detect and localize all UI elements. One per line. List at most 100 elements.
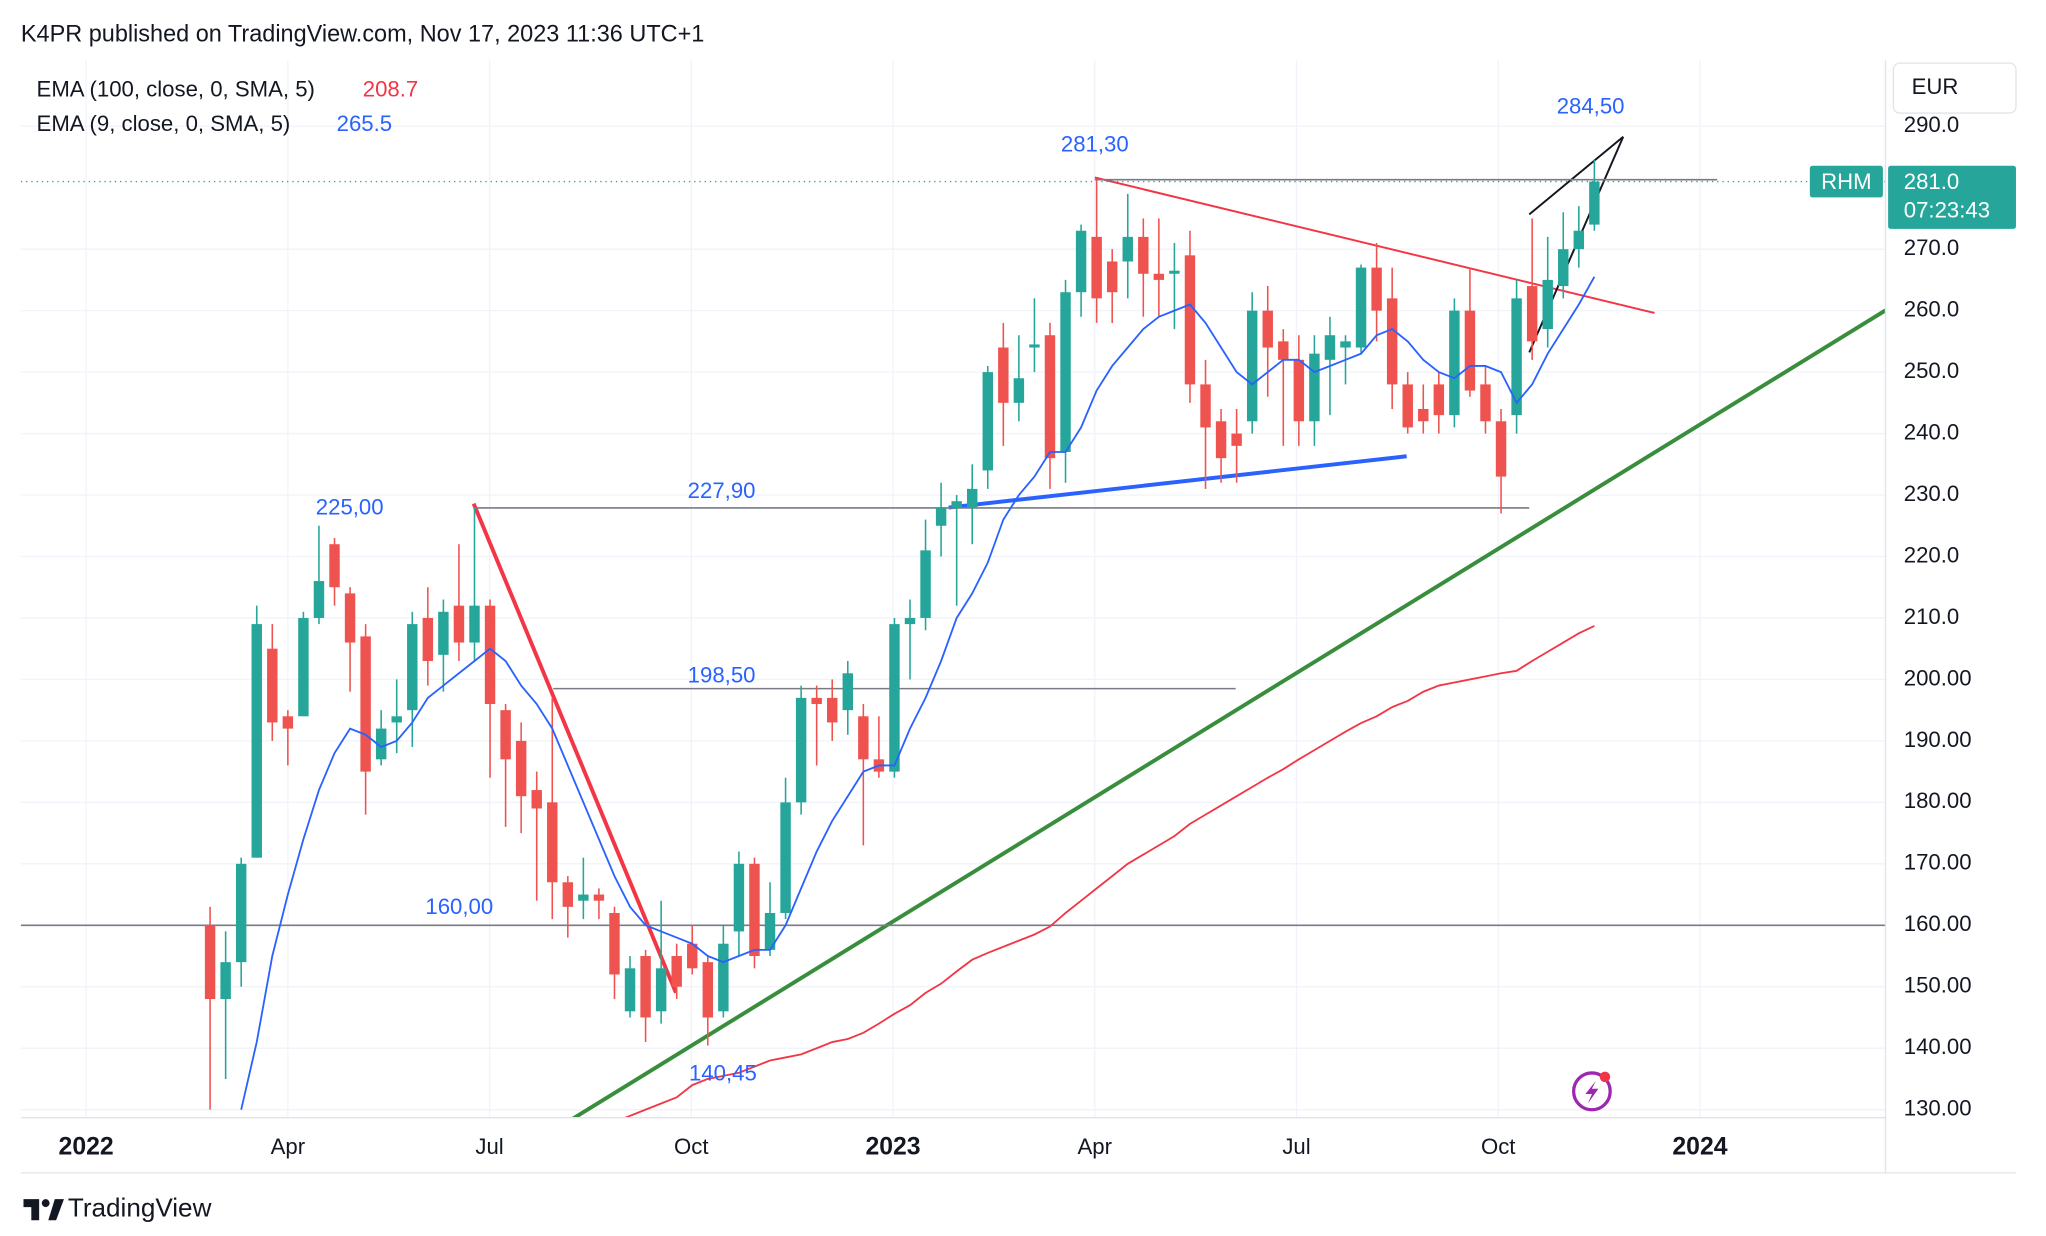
- candle-body: [484, 605, 496, 705]
- wedge-line: [1528, 135, 1624, 216]
- candle-body: [375, 728, 387, 760]
- y-tick-label: 130.00: [1904, 1095, 1972, 1120]
- candle-body: [1106, 261, 1118, 293]
- candle-body: [718, 943, 729, 1012]
- candle-body: [609, 912, 620, 975]
- candle-body: [1075, 230, 1087, 293]
- candle-body: [360, 636, 371, 772]
- candle-body: [1558, 249, 1569, 287]
- x-tick-label: Oct: [1481, 1134, 1516, 1159]
- y-tick-label: 230.0: [1904, 481, 1959, 506]
- candle-body: [998, 347, 1009, 403]
- candle-body: [1464, 310, 1476, 391]
- y-tick-label: 180.00: [1904, 788, 1972, 813]
- candle-body: [1278, 341, 1289, 360]
- candle-body: [624, 968, 636, 1012]
- candle-body: [920, 550, 931, 618]
- candle-body: [1324, 335, 1336, 360]
- candle-body: [1573, 230, 1585, 250]
- logo: [23, 1199, 64, 1221]
- publish-info: K4PR published on TradingView.com, Nov 1…: [21, 21, 705, 47]
- labels: 130.00 140.00 150.00 160.00 170.00 180.00 190.…: [59, 93, 2016, 1161]
- ema-line: [622, 625, 1595, 1118]
- y-tick-label: 190.00: [1904, 727, 1972, 752]
- countdown: 07:23:43: [1904, 198, 1990, 223]
- currency-box[interactable]: [1892, 62, 2017, 114]
- y-tick-label: 240.0: [1904, 419, 1959, 444]
- flash-icon[interactable]: [1572, 1071, 1612, 1112]
- candle-body: [827, 697, 838, 723]
- level-label: 227,90: [688, 478, 756, 503]
- ema-line: [240, 276, 1596, 1110]
- y-tick-label: 140.00: [1904, 1034, 1972, 1059]
- candle-body: [811, 697, 822, 705]
- level-label: 284,50: [1557, 93, 1625, 118]
- candle-body: [407, 624, 418, 711]
- candle-body: [1169, 270, 1180, 274]
- level-label: 140,45: [689, 1060, 757, 1085]
- candle-body: [282, 716, 294, 729]
- price-label: 281.0: [1904, 169, 1959, 194]
- candle-body: [795, 697, 807, 803]
- x-tick-label: 2024: [1672, 1132, 1727, 1160]
- series: [20, 160, 1886, 1118]
- candle-body: [1138, 236, 1149, 274]
- candle-body: [298, 617, 309, 717]
- trend-line: [570, 308, 1886, 1118]
- x-tick-label: Apr: [1078, 1134, 1113, 1159]
- candle-body: [1449, 310, 1460, 416]
- candle-body: [1355, 267, 1367, 348]
- candle-body: [344, 593, 356, 643]
- candle-body: [1418, 408, 1429, 422]
- candle-body: [671, 956, 682, 987]
- y-tick-label: 160.00: [1904, 911, 1972, 936]
- x-tick-label: Apr: [271, 1134, 306, 1159]
- candle-body: [422, 617, 434, 661]
- candle-body: [313, 581, 325, 618]
- candle-body: [391, 716, 402, 723]
- candle-body: [500, 710, 511, 760]
- grid: [20, 60, 1886, 1118]
- candle-body: [1480, 384, 1491, 422]
- candle-body: [547, 802, 558, 883]
- candle-body: [764, 912, 776, 950]
- candle-body: [267, 648, 278, 723]
- candle-body: [1013, 378, 1025, 403]
- legend-value: 208.7: [363, 77, 418, 102]
- level-label: 225,00: [316, 494, 384, 519]
- candle-body: [904, 617, 916, 625]
- candle-body: [593, 894, 605, 901]
- candle-body: [251, 624, 262, 858]
- legend-name: EMA (9, close, 0, SMA, 5): [37, 111, 291, 136]
- y-tick-label: 270.0: [1904, 235, 1959, 260]
- level-label: 281,30: [1061, 131, 1129, 156]
- candle-body: [1526, 286, 1538, 342]
- candle-body: [966, 488, 978, 508]
- brand: TradingView: [68, 1193, 212, 1223]
- candle-body: [1122, 236, 1133, 262]
- candle-body: [1200, 384, 1211, 428]
- candle-body: [889, 624, 900, 772]
- candle-body: [204, 925, 216, 1000]
- candle-body: [655, 968, 667, 1012]
- candle-body: [702, 962, 714, 1018]
- legend-value: 265.5: [337, 111, 392, 136]
- candle-body: [515, 740, 527, 797]
- x-tick-label: Jul: [1282, 1134, 1310, 1159]
- y-tick-label: 260.0: [1904, 296, 1959, 321]
- candle-body: [780, 802, 791, 913]
- candle-body: [1184, 255, 1196, 385]
- candle-body: [858, 716, 869, 760]
- legend-name: EMA (100, close, 0, SMA, 5): [37, 77, 315, 102]
- candle-body: [1029, 344, 1040, 348]
- candle-body: [982, 372, 993, 471]
- y-tick-label: 210.0: [1904, 604, 1959, 629]
- candle-body: [235, 863, 247, 963]
- candle-body: [578, 894, 589, 901]
- candle-body: [329, 544, 340, 588]
- trend-line: [948, 454, 1407, 510]
- candle-body: [1262, 310, 1273, 348]
- candle-body: [1044, 335, 1056, 459]
- candle-body: [1542, 279, 1553, 330]
